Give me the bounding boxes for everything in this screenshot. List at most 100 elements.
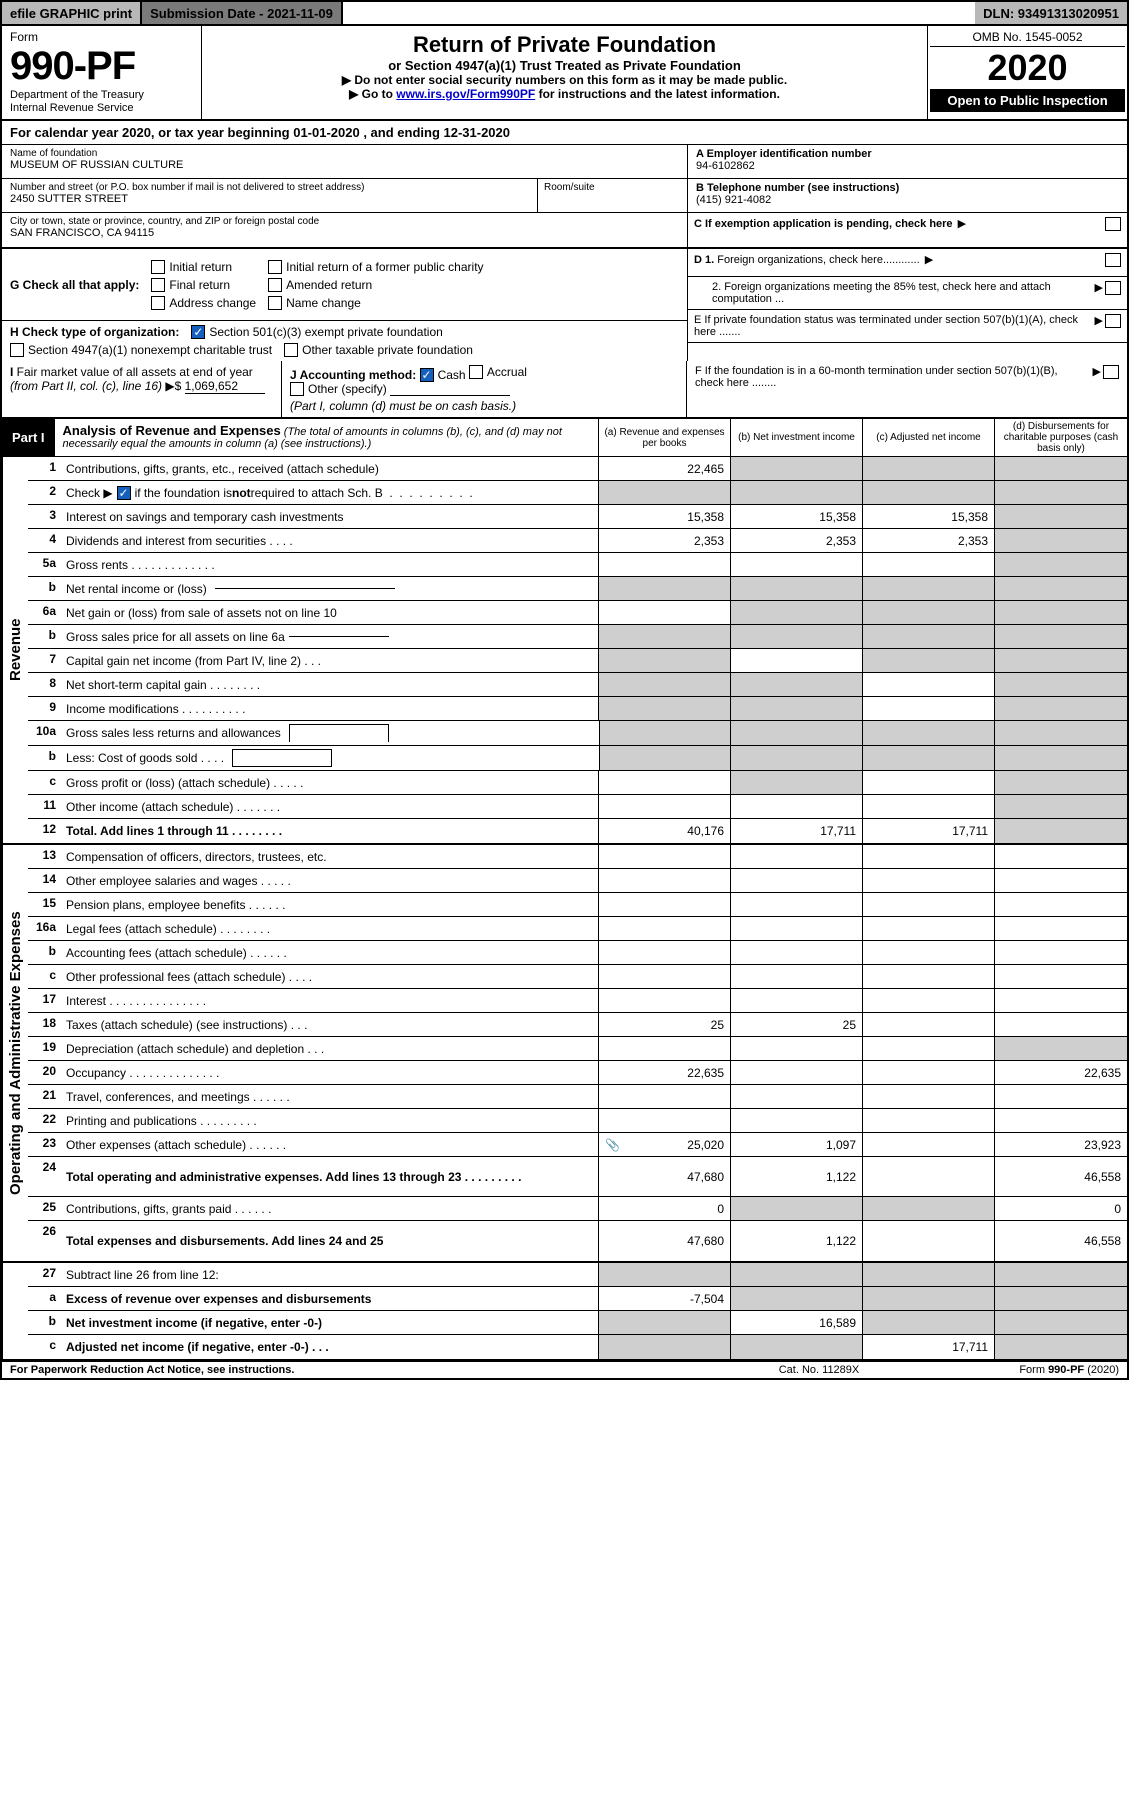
col-b-head: (b) Net investment income xyxy=(731,419,863,456)
line-17: 17Interest . . . . . . . . . . . . . . . xyxy=(28,989,1127,1013)
l16cb xyxy=(731,965,863,988)
line-8-text: Net short-term capital gain . . . . . . … xyxy=(62,673,599,696)
instr2-link[interactable]: www.irs.gov/Form990PF xyxy=(396,87,535,101)
c-checkbox[interactable] xyxy=(1105,217,1121,231)
j-note: (Part I, column (d) must be on cash basi… xyxy=(290,399,516,413)
line-5b: b Net rental income or (loss) xyxy=(28,577,1127,601)
l27t: Subtract line 26 from line 12: xyxy=(62,1263,599,1286)
j-cash-text: Cash xyxy=(438,368,466,382)
line-8-a xyxy=(599,673,731,696)
l21n: 21 xyxy=(28,1085,62,1108)
l27aa: -7,504 xyxy=(599,1287,731,1310)
l26b: 1,122 xyxy=(731,1221,863,1261)
line-10b-lbl: Less: Cost of goods sold . . . . xyxy=(66,751,224,765)
line-1-c xyxy=(863,457,995,480)
line-1-num: 1 xyxy=(28,457,62,480)
line-10b: b Less: Cost of goods sold . . . . xyxy=(28,746,1127,771)
line-3: 3 Interest on savings and temporary cash… xyxy=(28,505,1127,529)
l16cn: c xyxy=(28,965,62,988)
g-address-change[interactable]: Address change xyxy=(151,296,256,310)
topbar-spacer xyxy=(343,2,975,24)
l19a xyxy=(599,1037,731,1060)
l27c0 xyxy=(863,1263,995,1286)
line-10b-d xyxy=(995,746,1127,770)
l21a xyxy=(599,1085,731,1108)
line-13: 13Compensation of officers, directors, t… xyxy=(28,845,1127,869)
line-6b: b Gross sales price for all assets on li… xyxy=(28,625,1127,649)
header-center: Return of Private Foundation or Section … xyxy=(202,26,927,119)
line-4: 4 Dividends and interest from securities… xyxy=(28,529,1127,553)
line-8-c xyxy=(863,673,995,696)
g-o2-text: Final return xyxy=(169,278,230,292)
d2-checkbox[interactable] xyxy=(1105,281,1121,295)
l24c xyxy=(863,1157,995,1196)
line-1-d xyxy=(995,457,1127,480)
g-name-change[interactable]: Name change xyxy=(268,296,483,310)
h-501c3[interactable]: ✓Section 501(c)(3) exempt private founda… xyxy=(191,325,442,339)
line-7-b xyxy=(731,649,863,672)
room-cell: Room/suite xyxy=(537,179,687,212)
l25a: 0 xyxy=(599,1197,731,1220)
line-10c-num: c xyxy=(28,771,62,794)
name-label: Name of foundation xyxy=(10,148,679,159)
l24b: 1,122 xyxy=(731,1157,863,1196)
l24n: 24 xyxy=(28,1157,62,1196)
l13c xyxy=(863,845,995,868)
l27at: Excess of revenue over expenses and disb… xyxy=(62,1287,599,1310)
line-12: 12 Total. Add lines 1 through 11 . . . .… xyxy=(28,819,1127,843)
line-24: 24Total operating and administrative exp… xyxy=(28,1157,1127,1197)
l21t: Travel, conferences, and meetings . . . … xyxy=(62,1085,599,1108)
l16aa xyxy=(599,917,731,940)
l27b0 xyxy=(731,1263,863,1286)
h-4947a1[interactable]: Section 4947(a)(1) nonexempt charitable … xyxy=(10,343,272,357)
e-checkbox[interactable] xyxy=(1105,314,1121,328)
l16at: Legal fees (attach schedule) . . . . . .… xyxy=(62,917,599,940)
attachment-icon[interactable]: 📎 xyxy=(605,1138,620,1152)
g-final-return[interactable]: Final return xyxy=(151,278,256,292)
d1-checkbox[interactable] xyxy=(1105,253,1121,267)
l21b xyxy=(731,1085,863,1108)
l27ab xyxy=(731,1287,863,1310)
l14t: Other employee salaries and wages . . . … xyxy=(62,869,599,892)
l18c xyxy=(863,1013,995,1036)
g-amended[interactable]: Amended return xyxy=(268,278,483,292)
line-15: 15Pension plans, employee benefits . . .… xyxy=(28,893,1127,917)
line-11-num: 11 xyxy=(28,795,62,818)
line-9-c xyxy=(863,697,995,720)
footer: For Paperwork Reduction Act Notice, see … xyxy=(0,1361,1129,1380)
h-other-taxable[interactable]: Other taxable private foundation xyxy=(284,343,473,357)
line-11: 11 Other income (attach schedule) . . . … xyxy=(28,795,1127,819)
line-10a-a xyxy=(599,721,731,745)
j-other[interactable]: Other (specify) xyxy=(290,382,387,396)
l22a xyxy=(599,1109,731,1132)
ein-label: A Employer identification number xyxy=(696,148,1119,160)
line-11-text: Other income (attach schedule) . . . . .… xyxy=(62,795,599,818)
line-10a: 10a Gross sales less returns and allowan… xyxy=(28,721,1127,746)
accounting-cell: J Accounting method: ✓Cash Accrual Other… xyxy=(282,361,687,417)
line-6b-num: b xyxy=(28,625,62,648)
l25n: 25 xyxy=(28,1197,62,1220)
instr-2: ▶ Go to www.irs.gov/Form990PF for instru… xyxy=(210,87,919,101)
f-checkbox[interactable] xyxy=(1103,365,1119,379)
j-cash[interactable]: ✓Cash xyxy=(420,368,466,382)
ein-row: A Employer identification number 94-6102… xyxy=(688,145,1127,179)
schb-checkbox[interactable]: ✓ xyxy=(117,486,131,500)
l14d xyxy=(995,869,1127,892)
efile-label[interactable]: efile GRAPHIC print xyxy=(2,2,140,24)
l20d: 22,635 xyxy=(995,1061,1127,1084)
line-6a-b xyxy=(731,601,863,624)
j-other-text: Other (specify) xyxy=(308,382,387,396)
line-7-num: 7 xyxy=(28,649,62,672)
g-former-public[interactable]: Initial return of a former public charit… xyxy=(268,260,483,274)
l20b xyxy=(731,1061,863,1084)
g-row: G Check all that apply: Initial return F… xyxy=(2,249,687,321)
line-21: 21Travel, conferences, and meetings . . … xyxy=(28,1085,1127,1109)
line-10b-num: b xyxy=(28,746,62,770)
g-initial-return[interactable]: Initial return xyxy=(151,260,256,274)
line-10a-c xyxy=(863,721,995,745)
line-27: 27Subtract line 26 from line 12: xyxy=(28,1263,1127,1287)
col-a-head: (a) Revenue and expenses per books xyxy=(599,419,731,456)
j-accrual[interactable]: Accrual xyxy=(469,365,527,379)
l24t: Total operating and administrative expen… xyxy=(62,1157,599,1196)
line-9-text: Income modifications . . . . . . . . . . xyxy=(62,697,599,720)
